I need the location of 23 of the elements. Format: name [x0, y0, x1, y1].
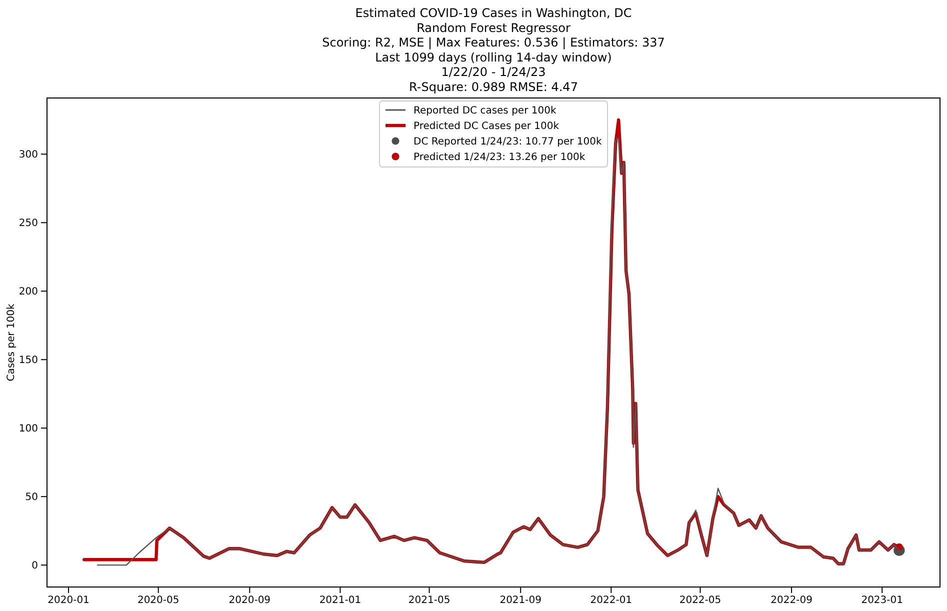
legend-label: Reported DC cases per 100k	[414, 106, 556, 116]
x-tick-label: 2020-01	[48, 595, 90, 606]
y-tick-label: 300	[18, 149, 38, 160]
y-axis-title: Cases per 100k	[6, 304, 17, 382]
y-tick-label: 250	[18, 218, 38, 229]
legend-label: Predicted DC Cases per 100k	[414, 121, 560, 132]
y-tick-label: 50	[25, 492, 38, 503]
x-tick-label: 2020-05	[137, 595, 180, 606]
x-tick-label: 2023-01	[861, 595, 903, 606]
x-tick-label: 2021-09	[500, 595, 542, 606]
chart-title: Estimated COVID-19 Cases in Washington, DC Random Forest Regressor Scoring: R2, MSE | Max Features: 0.536 | Estimators: 337 Last 1099 days (rolling 14-day window) 1/22/20 - 1/24/23 R-Square: 0.989 RMSE: 4.47	[322, 6, 665, 94]
y-tick-label: 100	[18, 423, 38, 434]
legend-label: Predicted 1/24/23: 13.26 per 100k	[414, 152, 586, 163]
x-tick-label: 2020-09	[228, 595, 271, 606]
x-tick-label: 2021-05	[408, 595, 450, 606]
y-tick-label: 0	[32, 560, 38, 572]
x-tick-label: 2021-01	[319, 595, 362, 606]
x-tick-label: 2022-05	[679, 595, 722, 606]
y-tick-label: 150	[18, 354, 38, 366]
legend-label: DC Reported 1/24/23: 10.77 per 100k	[414, 136, 602, 148]
y-tick-label: 200	[18, 286, 38, 298]
x-tick-label: 2022-09	[770, 595, 812, 606]
x-tick-label: 2022-01	[590, 595, 632, 606]
